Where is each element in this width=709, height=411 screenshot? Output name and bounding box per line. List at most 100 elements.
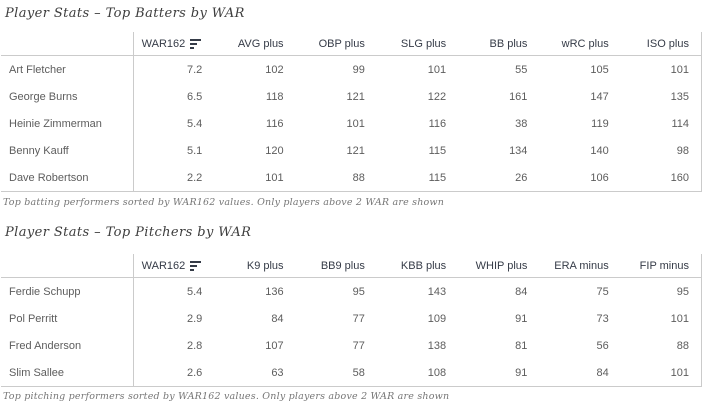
- player-name-cell: Art Fletcher: [9, 63, 66, 76]
- stat-value-cell: 73: [596, 312, 609, 325]
- table-row[interactable]: Art Fletcher 7.2 102 99 101 55 105 101: [1, 56, 702, 83]
- stat-value-cell: 120: [265, 144, 284, 157]
- column-header-war162-label: WAR162: [141, 259, 186, 272]
- table-row[interactable]: Benny Kauff 5.1 120 121 115 134 140 98: [1, 137, 702, 164]
- stat-value-cell: 116: [266, 117, 284, 130]
- stat-value-cell: 2.2: [133, 164, 214, 191]
- stat-value-cell: 38: [515, 117, 528, 130]
- stat-value-cell: 88: [352, 171, 365, 184]
- stat-value-cell: 6.5: [133, 83, 214, 110]
- stat-value-cell: 75: [596, 285, 609, 298]
- player-name-cell: Ferdie Schupp: [9, 285, 81, 298]
- stat-value-cell: 77: [352, 312, 365, 325]
- sort-descending-icon[interactable]: [190, 260, 202, 271]
- column-header-obp-plus[interactable]: OBP plus: [318, 37, 365, 50]
- stat-value-cell: 2.9: [133, 305, 214, 332]
- sort-descending-icon[interactable]: [190, 38, 202, 49]
- stat-value-cell: 84: [271, 312, 284, 325]
- stat-value-cell: 58: [352, 366, 365, 379]
- column-header-era-minus[interactable]: ERA minus: [554, 259, 609, 272]
- column-header-whip-plus[interactable]: WHIP plus: [475, 259, 528, 272]
- stat-value-cell: 107: [265, 339, 284, 352]
- stat-value-cell: 5.1: [133, 137, 214, 164]
- table-row[interactable]: Heinie Zimmerman 5.4 116 101 116 38 119 …: [1, 110, 702, 137]
- column-header-wrc-plus[interactable]: wRC plus: [561, 37, 609, 50]
- stat-value-cell: 26: [515, 171, 528, 184]
- stat-value-cell: 101: [346, 117, 365, 130]
- stat-value-cell: 101: [265, 171, 284, 184]
- stat-value-cell: 98: [621, 137, 702, 164]
- stat-value-cell: 95: [621, 278, 702, 305]
- batters-table: WAR162 AVG plus OBP plus SLG plus BB plu…: [1, 32, 702, 192]
- stat-value-cell: 134: [509, 144, 528, 157]
- stat-value-cell: 7.2: [133, 56, 214, 83]
- stat-value-cell: 109: [427, 312, 447, 325]
- stat-value-cell: 101: [427, 63, 447, 76]
- table-row[interactable]: Fred Anderson 2.8 107 77 138 81 56 88: [1, 332, 702, 359]
- batters-footnote: Top batting performers sorted by WAR162 …: [3, 197, 445, 208]
- stat-value-cell: 101: [621, 359, 702, 386]
- stat-value-cell: 116: [428, 117, 447, 130]
- stat-value-cell: 91: [515, 312, 528, 325]
- stat-value-cell: 121: [346, 90, 365, 103]
- table-row[interactable]: Slim Sallee 2.6 63 58 108 91 84 101: [1, 359, 702, 386]
- table-row[interactable]: Ferdie Schupp 5.4 136 95 143 84 75 95: [1, 278, 702, 305]
- column-header-bb-plus[interactable]: BB plus: [489, 37, 528, 50]
- stat-value-cell: 161: [509, 90, 528, 103]
- stat-value-cell: 84: [596, 366, 609, 379]
- stat-value-cell: 5.4: [133, 110, 214, 137]
- stat-value-cell: 5.4: [133, 278, 214, 305]
- table-row[interactable]: George Burns 6.5 118 121 122 161 147 135: [1, 83, 702, 110]
- stat-value-cell: 160: [621, 164, 702, 191]
- pitchers-title: Player Stats – Top Pitchers by WAR: [5, 225, 252, 240]
- column-header-bb9-plus[interactable]: BB9 plus: [320, 259, 365, 272]
- column-header-slg-plus[interactable]: SLG plus: [400, 37, 447, 50]
- stat-value-cell: 2.8: [133, 332, 214, 359]
- stat-value-cell: 106: [590, 171, 609, 184]
- pitchers-footnote: Top pitching performers sorted by WAR162…: [3, 391, 450, 402]
- player-name-cell: George Burns: [9, 90, 78, 103]
- stat-value-cell: 118: [266, 90, 284, 103]
- stat-value-cell: 101: [621, 305, 702, 332]
- column-header-iso-plus[interactable]: ISO plus: [621, 32, 702, 55]
- stat-value-cell: 77: [352, 339, 365, 352]
- stat-value-cell: 101: [621, 56, 702, 83]
- stat-value-cell: 138: [427, 339, 447, 352]
- stat-value-cell: 122: [427, 90, 447, 103]
- column-header-war162[interactable]: WAR162: [133, 254, 214, 277]
- column-header-k9-plus[interactable]: K9 plus: [246, 259, 284, 272]
- column-header-fip-minus[interactable]: FIP minus: [621, 254, 702, 277]
- stat-value-cell: 88: [621, 332, 702, 359]
- batters-header-row: WAR162 AVG plus OBP plus SLG plus BB plu…: [1, 32, 702, 56]
- column-header-war162[interactable]: WAR162: [133, 32, 214, 55]
- player-name-cell: Benny Kauff: [9, 144, 69, 157]
- column-header-avg-plus[interactable]: AVG plus: [237, 37, 284, 50]
- table-row[interactable]: Pol Perritt 2.9 84 77 109 91 73 101: [1, 305, 702, 332]
- column-header-war162-label: WAR162: [141, 37, 186, 50]
- player-name-cell: Fred Anderson: [9, 339, 82, 352]
- pitchers-table: WAR162 K9 plus BB9 plus KBB plus WHIP pl…: [1, 254, 702, 387]
- stat-value-cell: 136: [265, 285, 284, 298]
- stat-value-cell: 81: [515, 339, 528, 352]
- column-header-blank: [1, 254, 133, 277]
- stat-value-cell: 56: [596, 339, 609, 352]
- player-name-cell: Slim Sallee: [9, 366, 65, 379]
- stat-value-cell: 99: [352, 63, 365, 76]
- stat-value-cell: 105: [590, 63, 609, 76]
- stat-value-cell: 108: [427, 366, 447, 379]
- stat-value-cell: 140: [590, 144, 609, 157]
- stat-value-cell: 115: [428, 171, 447, 184]
- column-header-kbb-plus[interactable]: KBB plus: [400, 259, 447, 272]
- stat-value-cell: 84: [515, 285, 528, 298]
- stat-value-cell: 114: [621, 110, 702, 137]
- batters-title: Player Stats – Top Batters by WAR: [5, 6, 245, 21]
- stat-value-cell: 55: [515, 63, 528, 76]
- table-row[interactable]: Dave Robertson 2.2 101 88 115 26 106 160: [1, 164, 702, 191]
- stat-value-cell: 91: [515, 366, 528, 379]
- stat-value-cell: 102: [265, 63, 284, 76]
- player-name-cell: Heinie Zimmerman: [9, 117, 102, 130]
- stat-value-cell: 63: [271, 366, 284, 379]
- player-name-cell: Dave Robertson: [9, 171, 89, 184]
- stat-value-cell: 119: [591, 117, 609, 130]
- player-name-cell: Pol Perritt: [9, 312, 58, 325]
